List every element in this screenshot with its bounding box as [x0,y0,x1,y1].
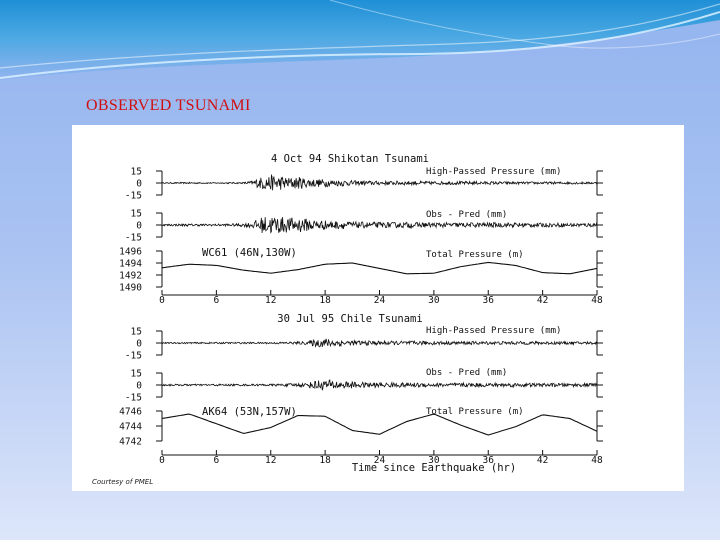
y-tick-label: 4742 [119,437,142,448]
panel: 150-15 [125,167,603,202]
x-tick-label: 36 [483,295,495,306]
chart-title: 4 Oct 94 Shikotan Tsunami [271,153,429,165]
y-tick-label: 0 [136,339,142,350]
panel-label: Obs - Pred (mm) [426,368,507,378]
station-label: WC61 (46N,130W) [202,247,297,259]
chart-shikotan: 4 Oct 94 Shikotan Tsunami High-Passed Pr… [119,153,603,306]
y-tick-label: 15 [131,369,142,380]
series-line [161,338,598,348]
y-tick-label: -15 [125,351,142,362]
chart-chile: 30 Jul 95 Chile Tsunami High-Passed Pres… [119,313,603,466]
y-tick-label: 15 [131,209,142,220]
y-tick-label: 4744 [119,422,142,433]
panel: 150-15 [125,209,603,244]
y-tick-label: 1494 [119,259,142,270]
y-tick-label: -15 [125,393,142,404]
y-tick-label: 1492 [119,271,142,282]
x-tick-label: 42 [537,295,548,306]
x-tick-label: 24 [374,455,386,466]
tsunami-records-chart: 4 Oct 94 Shikotan Tsunami High-Passed Pr… [92,153,603,486]
panel-label-group: High-Passed Pressure (mm) Obs - Pred (mm… [202,167,561,260]
x-tick-label: 6 [214,295,220,306]
panel: 150-15 [125,327,603,362]
x-tick-label: 36 [483,455,495,466]
y-tick-label: 15 [131,327,142,338]
x-tick-label: 18 [319,455,331,466]
figure-credit: Courtesy of PMEL [92,478,153,486]
panel: 150-15 [125,369,603,404]
header-swoosh-graphic [0,0,720,80]
panel-label: Obs - Pred (mm) [426,210,507,220]
series-line [161,216,598,234]
series-line [161,173,598,191]
x-axis: 0 6 12 18 24 30 36 42 48 [159,450,603,466]
slide-title: OBSERVED TSUNAMI [86,97,251,114]
series-line [161,379,598,391]
station-label: AK64 (53N,157W) [202,406,297,418]
x-tick-label: 12 [265,455,276,466]
x-tick-label: 48 [591,295,603,306]
x-axis: 0 6 12 18 24 30 36 42 48 [159,290,603,306]
panel-label: High-Passed Pressure (mm) [426,167,561,177]
x-tick-label: 18 [319,295,331,306]
y-tick-label: 0 [136,381,142,392]
x-tick-label: 12 [265,295,276,306]
panel-label: Total Pressure (m) [426,407,524,417]
x-axis-label: Time since Earthquake (hr) [352,462,516,474]
series-line [161,261,598,275]
y-tick-label: 0 [136,179,142,190]
tsunami-figure: 4 Oct 94 Shikotan Tsunami High-Passed Pr… [72,125,684,491]
panel-label-group: High-Passed Pressure (mm) Obs - Pred (mm… [202,326,561,418]
x-tick-label: 0 [159,295,165,306]
x-tick-label: 30 [428,295,440,306]
y-tick-label: 0 [136,221,142,232]
series-line [161,413,598,436]
panel-label: High-Passed Pressure (mm) [426,326,561,336]
x-tick-label: 0 [159,455,165,466]
x-tick-label: 6 [214,455,220,466]
x-tick-label: 24 [374,295,386,306]
y-tick-label: -15 [125,191,142,202]
panel: 4746 4744 4742 [119,407,603,448]
panel-label: Total Pressure (m) [426,250,524,260]
x-tick-label: 48 [591,455,603,466]
y-tick-label: 1490 [119,283,142,294]
x-tick-label: 42 [537,455,548,466]
y-tick-label: -15 [125,233,142,244]
y-tick-label: 15 [131,167,142,178]
chart-title: 30 Jul 95 Chile Tsunami [277,313,422,325]
y-tick-label: 4746 [119,407,142,418]
x-tick-label: 30 [428,455,440,466]
y-tick-label: 1496 [119,247,142,258]
